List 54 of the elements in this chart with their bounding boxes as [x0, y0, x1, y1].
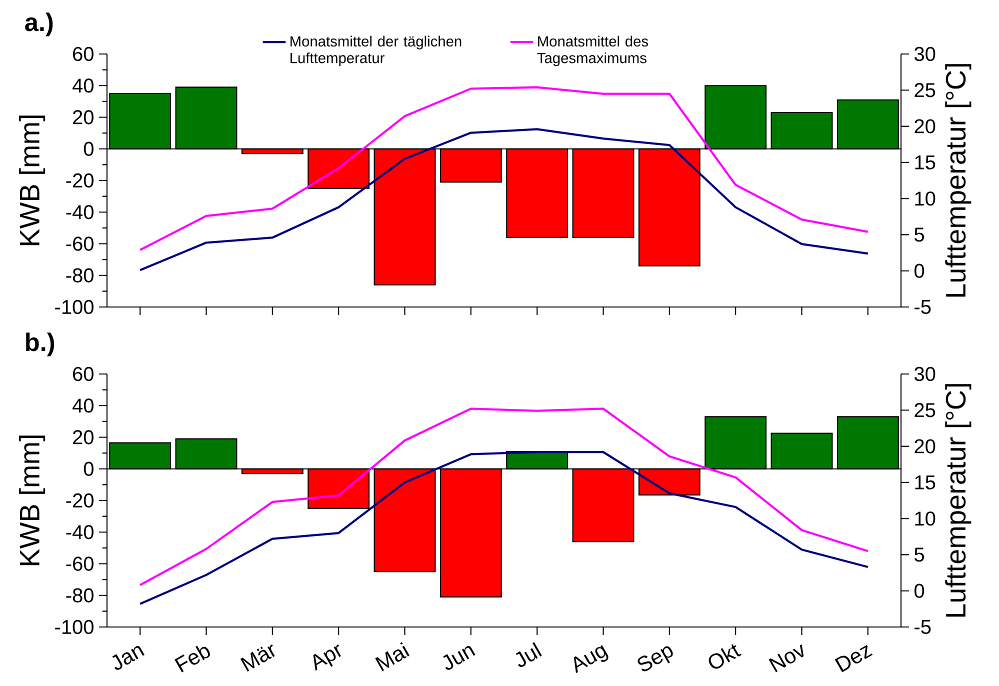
- x-tick-label: Jul: [516, 642, 542, 667]
- y2-tick-label: 15: [915, 475, 936, 490]
- y-tick-label: 20: [73, 430, 94, 444]
- x-tick-label: Okt: [708, 644, 742, 669]
- y-tick-label: -60: [66, 236, 94, 251]
- y-tick-label: 60: [73, 46, 94, 62]
- x-tick-label: Nov: [768, 644, 804, 672]
- y-tick-label: -60: [66, 556, 94, 571]
- y2-tick-label: 30: [914, 46, 936, 62]
- y2-tick-label: 5: [914, 228, 924, 242]
- y-tick-label: -100: [55, 620, 94, 634]
- y-tick-label: 0: [84, 142, 94, 156]
- y-tick-label: -40: [66, 205, 94, 220]
- x-tick-label: Mai: [375, 642, 410, 672]
- y-tick-label: 20: [73, 110, 94, 124]
- y-tick-label: 60: [73, 366, 94, 382]
- y-tick-label: 0: [84, 462, 94, 476]
- y2-tick-label: 5: [914, 548, 924, 562]
- y2-tick-label: 30: [914, 366, 936, 382]
- y-axis-title: KWB [mm]: [19, 436, 46, 566]
- y-tick-label: -20: [66, 493, 94, 508]
- y2-tick-label: -5: [914, 300, 931, 314]
- y2-tick-label: 25: [914, 403, 936, 418]
- x-tick-label: Feb: [174, 646, 210, 672]
- x-tick-label: Jan: [112, 646, 144, 670]
- y2-tick-label: 15: [915, 155, 936, 170]
- y2-tick-label: 20: [914, 119, 936, 134]
- y-tick-label: 40: [72, 78, 94, 93]
- x-tick-label: Dez: [834, 645, 873, 672]
- x-tick-label: Apr: [313, 644, 341, 671]
- x-tick-label: Mär: [240, 644, 275, 672]
- y2-tick-label: 0: [914, 584, 924, 598]
- legend-label: Monatsmittel des Tagesmaximums: [537, 36, 648, 66]
- y2-axis-title: Lufttemperatur [°C]: [945, 64, 972, 297]
- y-tick-label: -100: [55, 300, 94, 314]
- y-tick-label: -20: [66, 173, 94, 188]
- y2-tick-label: 10: [915, 511, 936, 526]
- y-tick-label: -40: [66, 525, 94, 540]
- legend-label: Monatsmittel der täglichen Lufttemperatur: [290, 36, 462, 66]
- y2-tick-label: -5: [914, 620, 931, 634]
- x-tick-label: Aug: [574, 645, 608, 674]
- x-tick-label: Sep: [638, 646, 673, 672]
- chart-title: a.): [25, 12, 53, 36]
- y2-tick-label: 10: [915, 191, 936, 206]
- y2-tick-label: 20: [914, 439, 936, 454]
- y-tick-label: 40: [72, 398, 94, 413]
- y2-tick-label: 25: [914, 83, 936, 98]
- y2-axis-title: Lufttemperatur [°C]: [945, 384, 972, 617]
- y-tick-label: -80: [66, 268, 94, 282]
- chart-title: b.): [26, 332, 54, 356]
- y-tick-label: -80: [66, 588, 94, 602]
- y2-tick-label: 0: [914, 264, 924, 278]
- x-tick-label: Jun: [443, 646, 476, 670]
- y-axis-title: KWB [mm]: [19, 116, 46, 246]
